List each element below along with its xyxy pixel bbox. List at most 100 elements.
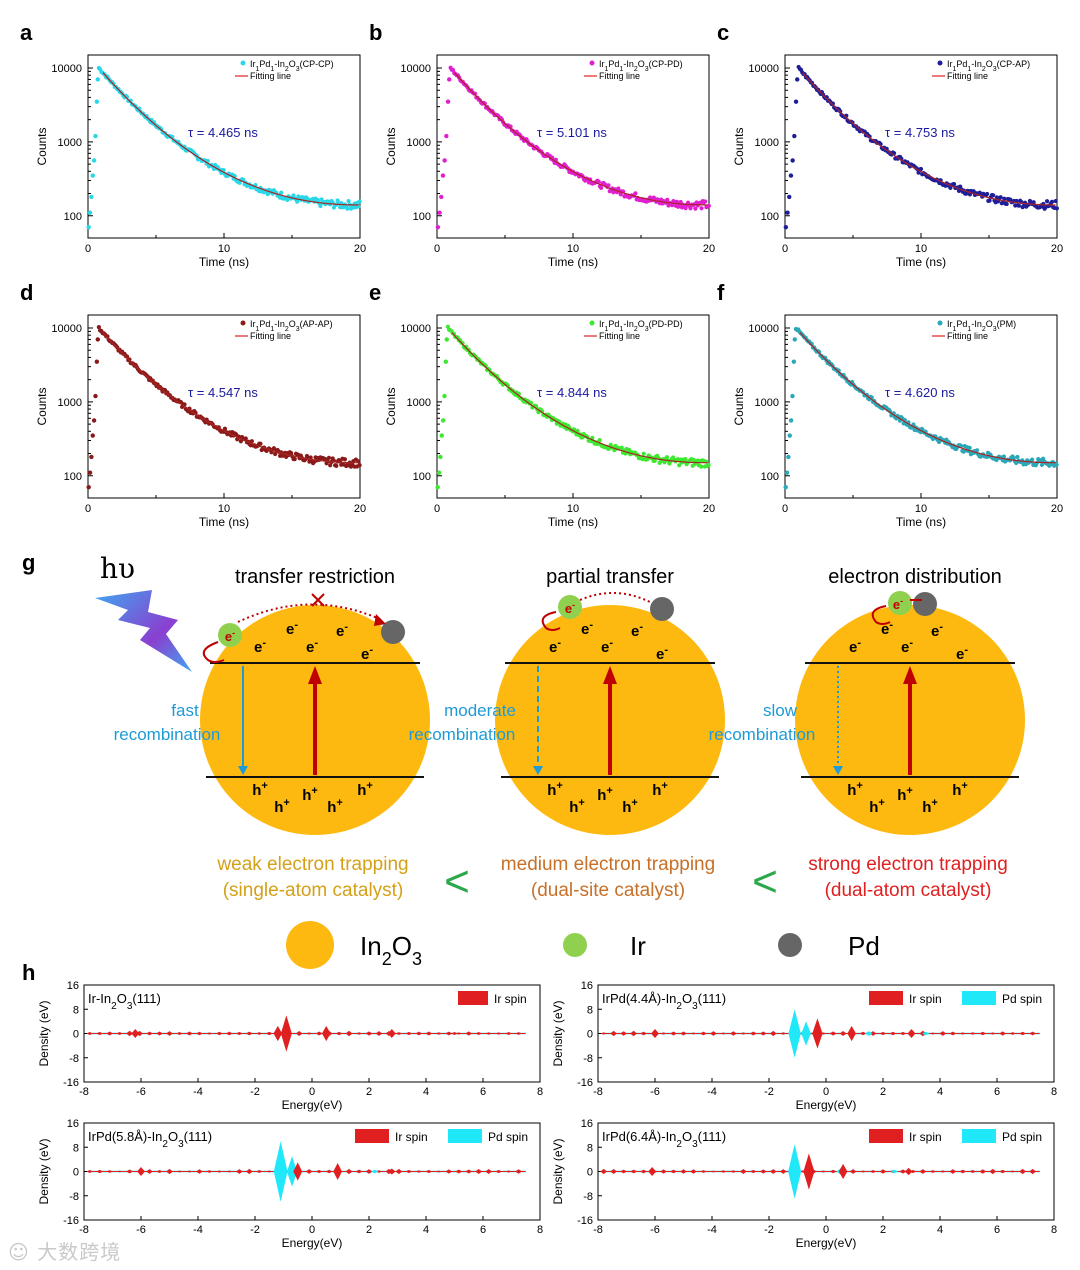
- hole: h+: [897, 785, 913, 804]
- data-point: [87, 470, 93, 475]
- pd-spin-legend-swatch: [448, 1129, 482, 1143]
- ir-dos-ripple: [395, 1168, 403, 1175]
- ir-dos-peak: [333, 1163, 343, 1180]
- y-tick-label: 10000: [400, 63, 431, 75]
- x-tick-label: 10: [567, 243, 579, 255]
- data-point: [790, 158, 795, 163]
- data-point: [785, 210, 790, 215]
- data-point: [435, 225, 441, 230]
- legend-fit-label: Fitting line: [250, 71, 291, 81]
- ir-dos-peak: [838, 1163, 848, 1180]
- x-axis-label: Time (ns): [896, 255, 946, 269]
- x-tick-label: 10: [218, 503, 230, 515]
- data-point: [688, 206, 693, 211]
- data-point: [87, 210, 93, 215]
- data-point: [444, 133, 449, 139]
- y-tick-label: 0: [73, 1029, 79, 1041]
- legend-fit-label: Fitting line: [599, 331, 640, 341]
- decay-panel-d: d 100 1000 10000 0 10 20 Time (ns) Counts Ir1Pd1-…: [20, 280, 366, 529]
- fitting-line-shadow: [451, 332, 708, 464]
- ir-dos-ripple: [106, 1170, 114, 1173]
- data-point: [987, 198, 992, 203]
- x-tick-label: 10: [915, 243, 927, 255]
- electron: e-: [361, 644, 373, 663]
- y-axis-label: Density (eV): [37, 1000, 51, 1066]
- ir-dos-ripple: [235, 1031, 243, 1036]
- y-tick-label: 100: [64, 471, 82, 483]
- recombination-label: fast: [171, 701, 199, 720]
- hole: h+: [622, 797, 638, 816]
- ir-dos-peak: [651, 1028, 659, 1039]
- panel-letter: g: [22, 550, 35, 575]
- ir-dos-ripple: [126, 1030, 134, 1037]
- ir-dos-ripple: [305, 1032, 313, 1035]
- data-point: [786, 454, 791, 460]
- watermark-icon: ☺: [8, 1240, 30, 1264]
- ir-dos-ripple: [215, 1031, 223, 1036]
- scheme-column-2: moderate recombination e-e-e-e-e-h+ h+ h+ h+ h…: [409, 566, 725, 901]
- scheme-title: partial transfer: [546, 566, 674, 588]
- y-tick-label: 16: [67, 1118, 79, 1130]
- ir-dos-ripple: [700, 1031, 707, 1036]
- data-point: [258, 441, 263, 446]
- data-point: [693, 206, 698, 211]
- ir-dos-ripple: [335, 1031, 343, 1036]
- y-tick-label: 1000: [755, 137, 779, 149]
- y-tick-label: 0: [73, 1167, 79, 1179]
- legend-marker: [240, 60, 246, 66]
- ir-dos-ripple: [600, 1168, 608, 1175]
- ir-dos-ripple: [196, 1169, 203, 1174]
- ir-dos-ripple: [759, 1169, 767, 1174]
- ir-dos-ripple: [315, 1169, 323, 1174]
- ir-dos-ripple: [839, 1031, 847, 1036]
- x-axis-label: Time (ns): [548, 515, 598, 529]
- x-tick-label: 20: [354, 503, 366, 515]
- trapped-electron: e-: [893, 596, 903, 612]
- electron-curl-arrow: [871, 605, 891, 625]
- x-tick-label: -8: [79, 1224, 89, 1236]
- data-point: [346, 199, 351, 204]
- data-point: [91, 158, 97, 163]
- recombination-label: recombination: [409, 725, 516, 744]
- ir-dos-peak: [273, 1025, 283, 1042]
- ir-dos-peak: [131, 1028, 140, 1039]
- y-axis-label: Density (eV): [37, 1138, 51, 1204]
- data-point: [677, 463, 682, 468]
- ir-dos-ripple: [156, 1169, 163, 1174]
- ir-dos-ripple: [729, 1031, 737, 1036]
- ir-dos-ripple: [255, 1169, 263, 1174]
- data-point: [951, 182, 957, 187]
- pd-spin-legend-label: Pd spin: [1002, 992, 1042, 1006]
- y-tick-label: 100: [413, 471, 431, 483]
- y-tick-label: -16: [577, 1077, 593, 1089]
- legend-marker: [937, 320, 943, 326]
- data-point: [678, 199, 683, 205]
- pd-legend-icon: [778, 933, 802, 957]
- partial-transfer-arrow: [579, 591, 651, 603]
- x-tick-label: 0: [782, 243, 788, 255]
- ir-dos-ripple: [435, 1170, 443, 1173]
- ir-spin-legend-swatch: [869, 991, 903, 1005]
- y-tick-label: 1000: [755, 397, 779, 409]
- y-tick-label: 1000: [407, 397, 431, 409]
- data-point: [437, 210, 442, 215]
- y-tick-label: 10000: [400, 323, 431, 335]
- trapping-catalyst-label: (single-atom catalyst): [223, 880, 404, 901]
- legend-marker: [589, 320, 595, 326]
- y-tick-label: 10000: [51, 63, 82, 75]
- legend-marker: [937, 60, 943, 66]
- data-point: [683, 206, 688, 211]
- plot-frame: [87, 314, 361, 499]
- ir-dos-peak: [907, 1028, 916, 1039]
- data-point: [783, 485, 788, 490]
- ir-dos-ripple: [779, 1032, 787, 1035]
- data-point: [1001, 454, 1007, 459]
- y-tick-label: 100: [64, 211, 82, 223]
- ir-dos-ripple: [96, 1031, 104, 1036]
- atom-group-3: e-: [871, 591, 937, 625]
- y-tick-label: -8: [69, 1191, 79, 1203]
- ir-dos-ripple: [909, 1169, 917, 1174]
- hole: h+: [952, 780, 968, 799]
- hole: h+: [357, 780, 373, 799]
